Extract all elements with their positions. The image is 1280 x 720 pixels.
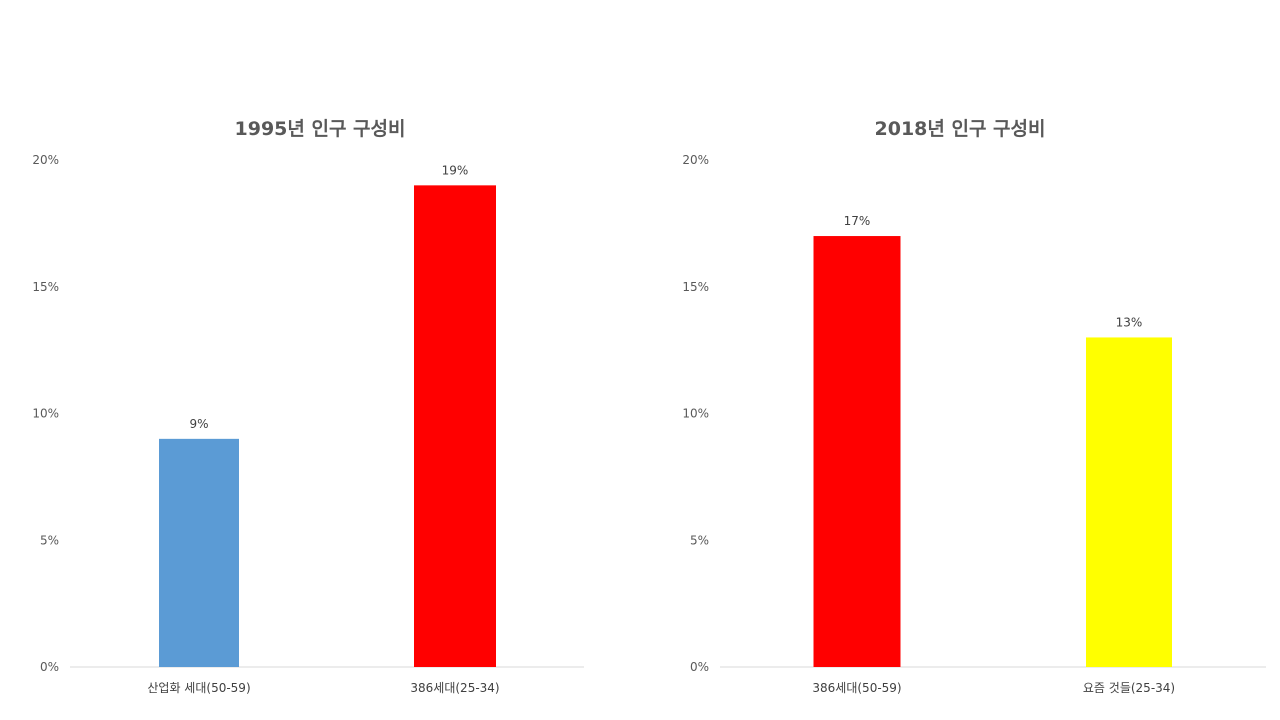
y-tick-label: 15%: [682, 280, 709, 294]
x-tick-label: 386세대(50-59): [812, 681, 901, 695]
y-tick-label: 5%: [690, 533, 709, 547]
y-tick-label: 10%: [682, 407, 709, 421]
chart-title: 2018년 인구 구성비: [874, 118, 1046, 140]
bar: [414, 185, 496, 667]
bar: [813, 236, 901, 668]
y-tick-label: 20%: [682, 153, 709, 167]
y-tick-label: 15%: [32, 280, 59, 294]
data-label: 19%: [442, 163, 469, 177]
data-label: 17%: [844, 214, 871, 228]
x-tick-label: 산업화 세대(50-59): [147, 681, 250, 695]
x-tick-label: 386세대(25-34): [410, 681, 499, 695]
y-tick-label: 5%: [40, 533, 59, 547]
bar: [1086, 337, 1172, 667]
x-tick-label: 요즘 것들(25-34): [1083, 681, 1175, 695]
chart-plot-area: 0% 5% 10% 15% 20% 9% 산업화 세대(50-59) 19% 386세대(25-…: [32, 153, 584, 695]
y-tick-label: 0%: [40, 660, 59, 674]
y-tick-label: 0%: [690, 660, 709, 674]
chart-1995: 1995년 인구 구성비 0% 5% 10% 15% 20% 9% 산업화 세대(50-59…: [32, 118, 584, 695]
y-tick-label: 20%: [32, 153, 59, 167]
chart-plot-area: 0% 5% 10% 15% 20% 17% 386세대(50-59) 13% 요즘 것들(25-…: [682, 153, 1266, 695]
bar: [159, 438, 239, 667]
y-tick-label: 10%: [32, 407, 59, 421]
chart-title: 1995년 인구 구성비: [234, 118, 406, 140]
data-label: 9%: [189, 417, 208, 431]
data-label: 13%: [1116, 315, 1143, 329]
chart-2018: 2018년 인구 구성비 0% 5% 10% 15% 20% 17% 386세대(50-59…: [640, 0, 1280, 720]
